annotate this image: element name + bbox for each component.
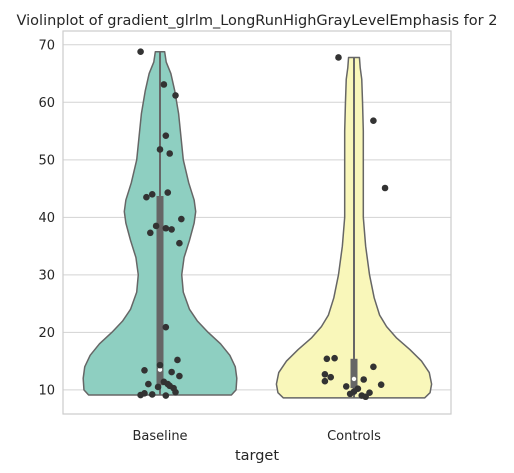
data-point [176, 373, 183, 380]
y-tick-label: 40 [38, 211, 55, 226]
y-tick-label: 70 [38, 38, 55, 53]
data-point [141, 367, 148, 374]
data-point [137, 48, 144, 55]
x-tick-label: Controls [327, 429, 381, 444]
data-point [360, 376, 367, 383]
y-tick-label: 20 [38, 326, 55, 341]
data-point [172, 92, 179, 99]
data-point [172, 389, 179, 396]
data-point [378, 381, 385, 388]
data-point [163, 324, 170, 331]
y-tick-label: 50 [38, 153, 55, 168]
data-point [163, 225, 170, 232]
data-point [168, 369, 175, 376]
data-point [370, 117, 377, 124]
data-point [166, 383, 173, 390]
x-axis-label: target [235, 448, 279, 464]
data-point [347, 391, 354, 398]
data-point [143, 194, 150, 201]
data-point [163, 132, 170, 139]
data-point [343, 383, 350, 390]
data-point [322, 378, 329, 385]
data-point [145, 381, 152, 388]
chart-title: Violinplot of gradient_glrlm_LongRunHigh… [17, 13, 498, 29]
data-point [335, 54, 342, 61]
data-point [161, 81, 168, 88]
data-point [153, 223, 160, 230]
data-point [147, 230, 154, 237]
data-point [164, 189, 171, 196]
data-point [163, 392, 170, 399]
y-tick-label: 10 [38, 383, 55, 398]
data-point [157, 146, 164, 153]
x-tick-label: Baseline [132, 429, 187, 444]
data-point [382, 185, 389, 192]
data-point [176, 240, 183, 247]
data-point [331, 355, 338, 362]
y-axis: 10 20 30 40 50 60 70 [38, 38, 55, 398]
data-point [168, 226, 175, 233]
data-point [149, 391, 156, 398]
data-point [157, 362, 164, 369]
violin-baseline [83, 48, 237, 399]
violin-controls [276, 54, 431, 400]
y-tick-label: 30 [38, 268, 55, 283]
data-point [155, 384, 162, 391]
violin-median [352, 377, 356, 381]
data-point [324, 355, 331, 362]
data-point [327, 374, 334, 381]
data-point [322, 371, 329, 378]
data-point [141, 390, 148, 397]
data-point [370, 364, 377, 371]
data-point [174, 357, 181, 364]
data-point [166, 150, 173, 157]
data-point [178, 216, 185, 223]
data-point [149, 191, 156, 198]
data-point [362, 393, 369, 400]
violins [83, 48, 431, 400]
x-axis: Baseline Controls [132, 429, 381, 444]
y-tick-label: 60 [38, 96, 55, 111]
